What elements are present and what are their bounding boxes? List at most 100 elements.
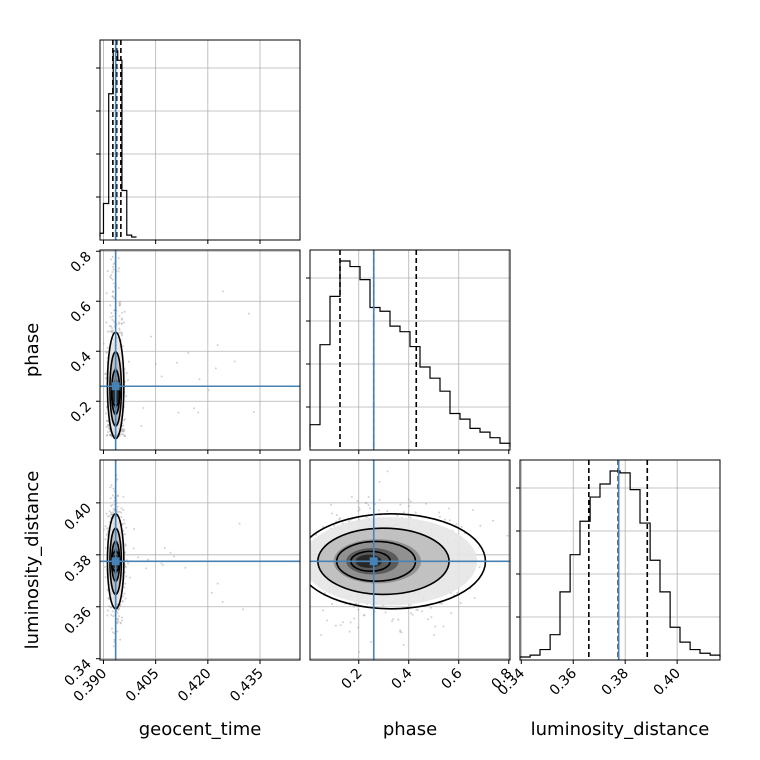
scatter-point: [107, 424, 110, 427]
scatter-point: [198, 378, 201, 381]
scatter-point: [108, 510, 111, 513]
scatter-point: [121, 619, 124, 622]
scatter-point: [111, 295, 114, 298]
scatter-point: [175, 361, 178, 364]
scatter-point: [448, 519, 451, 522]
scatter-point: [247, 312, 250, 315]
truth-marker: [111, 557, 120, 566]
scatter-point: [357, 608, 360, 611]
scatter-point: [119, 638, 122, 641]
scatter-point: [338, 518, 341, 521]
scatter-point: [430, 616, 433, 619]
scatter-point: [365, 516, 368, 519]
scatter-point: [109, 330, 112, 333]
scatter-point: [425, 502, 428, 505]
truth-marker: [111, 382, 120, 391]
scatter-point: [112, 290, 115, 293]
scatter-point: [106, 330, 109, 333]
scatter-point: [110, 327, 113, 330]
x-tick-label: 0.40: [651, 666, 684, 699]
scatter-point: [120, 616, 123, 619]
scatter-point: [120, 322, 123, 325]
histogram-luminosity_distance: [520, 470, 721, 658]
scatter-point: [347, 520, 350, 523]
scatter-point: [120, 311, 123, 314]
scatter-point: [105, 412, 108, 415]
scatter-point: [187, 351, 190, 354]
scatter-point: [123, 592, 126, 595]
scatter-point: [105, 420, 108, 423]
scatter-point: [122, 433, 125, 436]
scatter-point: [367, 504, 370, 507]
scatter-point: [121, 433, 124, 436]
scatter-point: [112, 297, 115, 300]
scatter-point: [133, 527, 136, 530]
pair-panel-geocent_time-phase: [99, 249, 301, 451]
scatter-point: [117, 620, 120, 623]
scatter-point: [471, 509, 474, 512]
scatter-point: [122, 508, 125, 511]
scatter-point: [111, 503, 114, 506]
scatter-point: [121, 523, 124, 526]
scatter-point: [111, 278, 114, 281]
scatter-point: [110, 273, 113, 276]
panel-border: [309, 249, 511, 451]
scatter-point: [132, 547, 135, 550]
scatter-point: [407, 505, 410, 508]
scatter-point: [354, 602, 357, 605]
scatter-point: [402, 643, 405, 646]
scatter-point: [123, 518, 126, 521]
scatter-point: [123, 430, 126, 433]
scatter-point: [150, 335, 153, 338]
scatter-point: [120, 322, 123, 325]
scatter-point: [110, 484, 113, 487]
scatter-point: [409, 500, 412, 503]
scatter-point: [109, 430, 112, 433]
scatter-point: [364, 501, 367, 504]
scatter-point: [478, 566, 481, 569]
scatter-point: [241, 608, 244, 611]
scatter-point: [479, 524, 482, 527]
scatter-point: [349, 621, 352, 624]
x-axis-label-phase: phase: [383, 719, 437, 740]
scatter-point: [122, 495, 125, 498]
scatter-point: [162, 564, 165, 567]
scatter-point: [442, 625, 445, 628]
scatter-point: [123, 419, 126, 422]
scatter-point: [122, 345, 125, 348]
scatter-point: [111, 315, 114, 318]
scatter-point: [421, 610, 424, 613]
scatter-point: [115, 621, 118, 624]
scatter-point: [233, 360, 236, 363]
scatter-point: [109, 486, 112, 489]
scatter-point: [104, 538, 107, 541]
scatter-point: [331, 602, 334, 605]
scatter-point: [109, 304, 112, 307]
scatter-point: [121, 429, 124, 432]
panel-border: [99, 39, 301, 241]
scatter-point: [107, 605, 110, 608]
scatter-point: [108, 325, 111, 328]
scatter-point: [110, 513, 113, 516]
scatter-point: [378, 480, 381, 483]
scatter-point: [112, 320, 115, 323]
panel-border: [99, 459, 301, 661]
scatter-point: [119, 300, 122, 303]
scatter-point: [110, 511, 113, 514]
scatter-point: [368, 507, 371, 510]
scatter-point: [384, 611, 387, 614]
scatter-point: [330, 503, 333, 506]
scatter-point: [121, 595, 124, 598]
scatter-point: [113, 509, 116, 512]
scatter-point: [120, 331, 123, 334]
scatter-point: [370, 640, 373, 643]
scatter-point: [112, 615, 115, 618]
scatter-point: [119, 331, 122, 334]
scatter-point: [125, 526, 128, 529]
scatter-point: [112, 295, 115, 298]
scatter-point: [124, 543, 127, 546]
scatter-point: [117, 615, 120, 618]
scatter-point: [409, 516, 412, 519]
x-axis-label-luminosity_distance: luminosity_distance: [531, 719, 710, 740]
pair-panel-geocent_time-luminosity_distance: [99, 459, 301, 661]
